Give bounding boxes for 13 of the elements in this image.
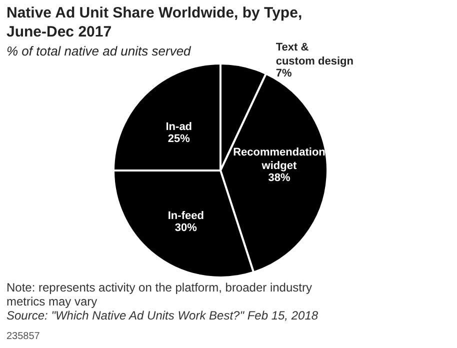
text: Note: represents activity on the platform, broader industry metrics may vary	[6, 280, 312, 308]
data-label: 25%	[168, 132, 190, 145]
source-note: Source: "Which Native Ad Units Work Best?" Feb 15, 2018	[6, 308, 318, 322]
slice-label: In-ad	[166, 120, 192, 133]
data-label: 30%	[174, 222, 198, 234]
chart-title: Native Ad Unit Share Worldwide, by Type, June-Dec 2017	[6, 4, 302, 40]
slice-label: Recommendation widget	[233, 146, 326, 172]
data-label: 38%	[268, 172, 290, 184]
text: 235857	[6, 331, 40, 342]
data-label: 7%	[276, 68, 292, 80]
slice-label: Text & custom design	[276, 42, 354, 68]
slice-label: In-feed	[168, 210, 204, 222]
chart-subtitle: % of total native ad units served	[6, 44, 192, 58]
